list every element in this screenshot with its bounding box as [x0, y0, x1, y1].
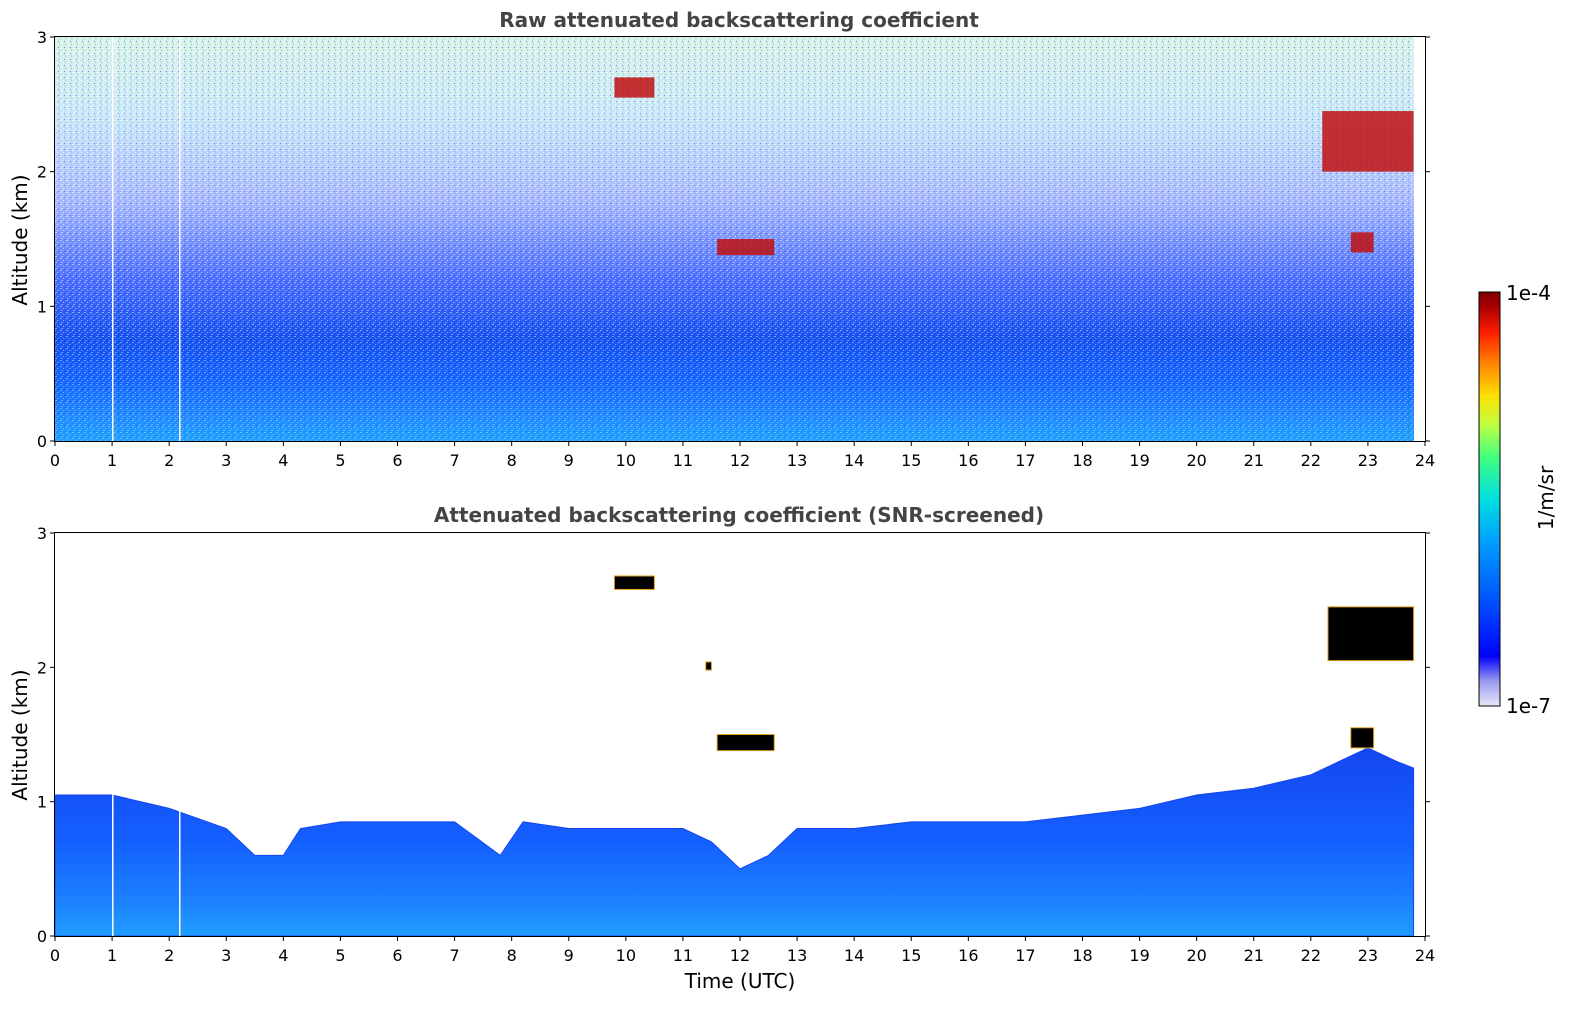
screened-x-tick-label: 9: [564, 946, 574, 965]
raw-x-tick-label: 24: [1415, 451, 1435, 470]
screened-ticks: 0 1 2 3 4 5 6 7 8 9 10 11 12 13 14 15 16 17 18 19 20 21 22 23 24…: [37, 524, 1435, 965]
screened-x-tick-label: 23: [1358, 946, 1378, 965]
raw-y-tick-label: 3: [37, 28, 47, 47]
screened-cloud: [1350, 727, 1375, 749]
screened-cloud: [1327, 606, 1415, 662]
colorbar-max-label: 1e-4: [1506, 281, 1551, 305]
raw-x-tick-label: 20: [1186, 451, 1206, 470]
raw-x-tick-label: 22: [1301, 451, 1321, 470]
raw-x-tick-label: 15: [901, 451, 921, 470]
raw-x-tick-label: 2: [164, 451, 174, 470]
screened-x-tick-label: 10: [616, 946, 636, 965]
screened-x-tick-label: 15: [901, 946, 921, 965]
raw-y-tick-label: 2: [37, 163, 47, 182]
raw-x-tick-label: 6: [392, 451, 402, 470]
panel-raw: Raw attenuated backscattering coefficien…: [8, 8, 1435, 470]
raw-x-tick-label: 12: [730, 451, 750, 470]
raw-dropout-line: [179, 37, 181, 441]
colorbar-unit-label: 1/m/sr: [1534, 465, 1558, 530]
screened-dropout-line: [179, 533, 181, 936]
panel-screened-title: Attenuated backscattering coefficient (S…: [434, 503, 1044, 527]
screened-y-tick-label: 1: [37, 793, 47, 812]
screened-cloud: [613, 575, 655, 590]
raw-x-tick-label: 4: [278, 451, 288, 470]
screened-x-tick-label: 24: [1415, 946, 1435, 965]
screened-cloud: [716, 734, 775, 752]
raw-x-tick-label: 10: [616, 451, 636, 470]
screened-x-tick-label: 4: [278, 946, 288, 965]
screened-x-tick-label: 14: [844, 946, 864, 965]
raw-x-tick-label: 14: [844, 451, 864, 470]
screened-x-tick-label: 2: [164, 946, 174, 965]
screened-x-tick-label: 19: [1129, 946, 1149, 965]
screened-x-tick-label: 16: [958, 946, 978, 965]
screened-clouds: [613, 575, 1415, 752]
raw-x-tick-label: 18: [1072, 451, 1092, 470]
raw-dropout-line: [112, 37, 114, 441]
raw-ticks: 0 1 2 3 4 5 6 7 8 9 10 11 12 13 14 15 16 17 18 19 20 21 22 23 24…: [37, 28, 1435, 470]
screened-y-tick-label: 3: [37, 524, 47, 543]
screened-x-tick-label: 11: [673, 946, 693, 965]
raw-x-tick-label: 13: [787, 451, 807, 470]
screened-x-tick-label: 17: [1015, 946, 1035, 965]
raw-cloud: [1350, 232, 1374, 253]
screened-x-tick-label: 1: [107, 946, 117, 965]
raw-x-tick-label: 21: [1244, 451, 1264, 470]
raw-y-tick-label: 1: [37, 297, 47, 316]
raw-x-tick-label: 16: [958, 451, 978, 470]
screened-x-tick-label: 12: [730, 946, 750, 965]
screened-x-tick-label: 13: [787, 946, 807, 965]
screened-x-tick-label: 18: [1072, 946, 1092, 965]
raw-x-tick-label: 8: [507, 451, 517, 470]
raw-y-axis-label: Altitude (km): [8, 174, 32, 305]
screened-x-tick-label: 22: [1301, 946, 1321, 965]
raw-x-tick-label: 1: [107, 451, 117, 470]
screened-x-tick-label: 5: [335, 946, 345, 965]
screened-y-tick-label: 0: [37, 927, 47, 946]
screened-cloud: [705, 661, 712, 671]
raw-x-tick-label: 5: [335, 451, 345, 470]
screened-y-axis-label: Altitude (km): [8, 669, 32, 800]
raw-y-tick-label: 0: [37, 432, 47, 451]
raw-cloud: [614, 77, 655, 98]
colorbar-gradient: [1478, 291, 1501, 707]
raw-x-tick-label: 23: [1358, 451, 1378, 470]
screened-heatmap: [54, 533, 1415, 937]
raw-cloud: [1322, 111, 1414, 172]
raw-x-tick-label: 17: [1015, 451, 1035, 470]
raw-x-tick-label: 19: [1129, 451, 1149, 470]
raw-clouds: [614, 77, 1414, 256]
panel-raw-title: Raw attenuated backscattering coefficien…: [499, 8, 979, 32]
screened-x-tick-label: 0: [50, 946, 60, 965]
screened-x-tick-label: 20: [1186, 946, 1206, 965]
panel-screened: Attenuated backscattering coefficient (S…: [8, 503, 1435, 993]
screened-x-tick-label: 6: [392, 946, 402, 965]
screened-x-tick-label: 21: [1244, 946, 1264, 965]
screened-dropout-line: [112, 533, 114, 936]
screened-y-tick-label: 2: [37, 658, 47, 677]
raw-x-tick-label: 3: [221, 451, 231, 470]
raw-x-tick-label: 11: [673, 451, 693, 470]
raw-x-tick-label: 9: [564, 451, 574, 470]
colorbar-min-label: 1e-7: [1506, 694, 1551, 718]
raw-x-tick-label: 0: [50, 451, 60, 470]
screened-x-axis-label: Time (UTC): [684, 969, 796, 993]
raw-cloud: [717, 239, 775, 256]
raw-x-tick-label: 7: [449, 451, 459, 470]
screened-x-tick-label: 3: [221, 946, 231, 965]
colorbar: 1e-4 1e-7 1/m/sr: [1478, 281, 1558, 718]
screened-boundary-layer: [54, 747, 1415, 937]
screened-x-tick-label: 7: [449, 946, 459, 965]
screened-x-tick-label: 8: [507, 946, 517, 965]
